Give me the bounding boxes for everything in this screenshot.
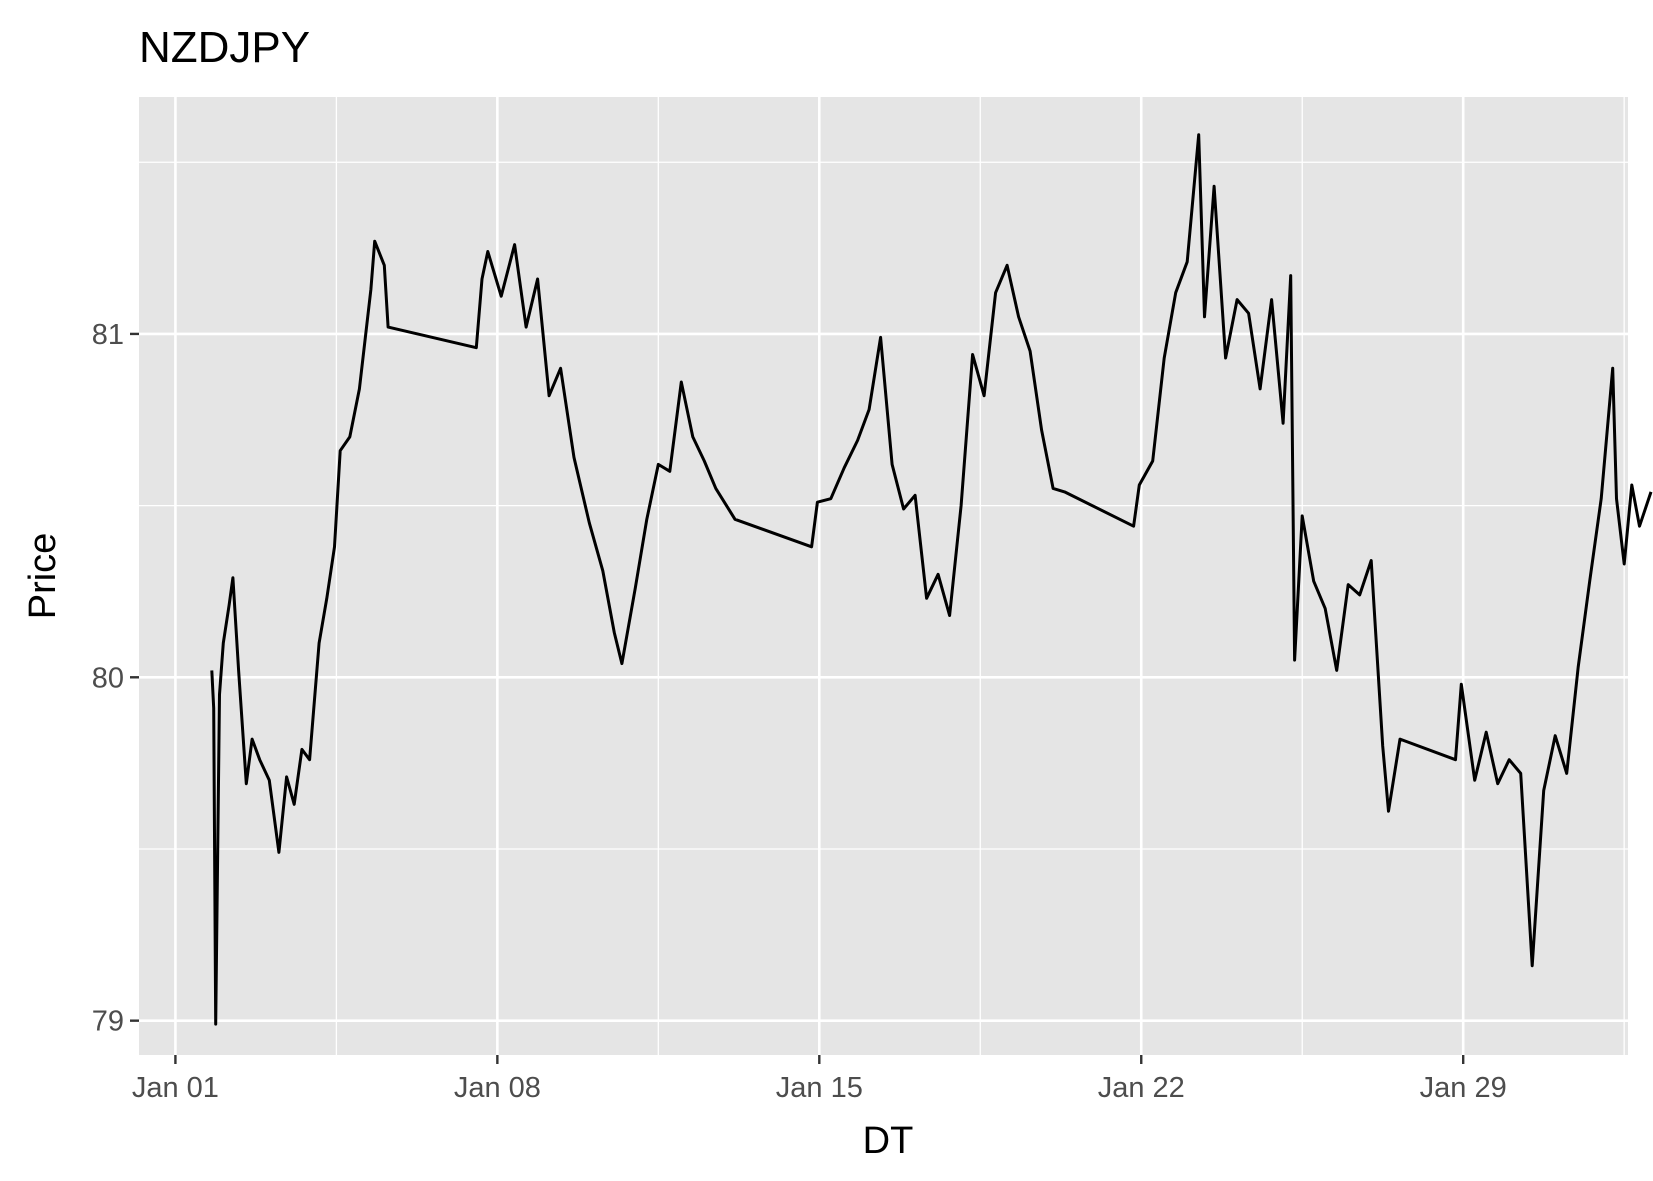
chart-title: NZDJPY bbox=[139, 23, 310, 72]
x-tick-label: Jan 15 bbox=[776, 1072, 863, 1104]
y-tick-label: 80 bbox=[92, 662, 124, 694]
major-gridlines-x bbox=[174, 97, 1465, 1055]
x-tick-label: Jan 01 bbox=[132, 1072, 219, 1104]
price-series-line bbox=[210, 133, 1653, 1026]
x-axis-title: DT bbox=[863, 1120, 914, 1162]
y-axis-title: Price bbox=[22, 533, 64, 620]
y-axis-ticks: 79 80 81 bbox=[92, 319, 139, 1038]
x-tick-label: Jan 22 bbox=[1098, 1072, 1185, 1104]
x-axis-ticks: Jan 01 Jan 08 Jan 15 Jan 22 Jan 29 bbox=[132, 1055, 1507, 1104]
minor-gridlines-x bbox=[335, 97, 1625, 1055]
y-tick-label: 79 bbox=[92, 1006, 124, 1038]
x-tick-label: Jan 08 bbox=[454, 1072, 541, 1104]
minor-gridlines-y bbox=[139, 161, 1628, 850]
x-tick-label: Jan 29 bbox=[1420, 1072, 1507, 1104]
plot-panel bbox=[139, 97, 1628, 1055]
y-tick-label: 81 bbox=[92, 319, 124, 351]
